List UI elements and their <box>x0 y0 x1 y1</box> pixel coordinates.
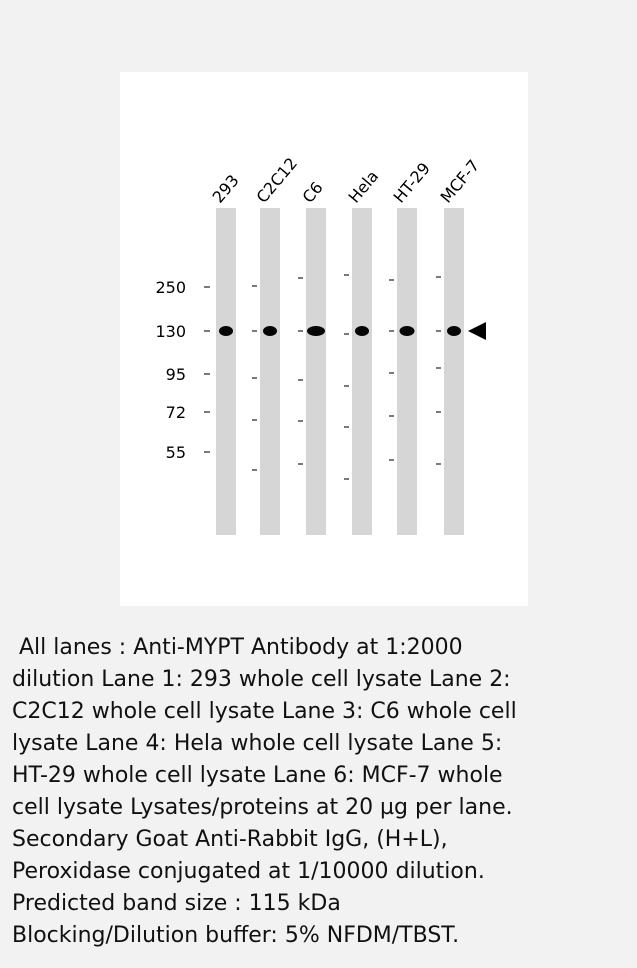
marker-label: 72 <box>166 403 186 422</box>
caption-line: Peroxidase conjugated at 1/10000 dilutio… <box>12 856 517 888</box>
caption-line: HT-29 whole cell lysate Lane 6: MCF-7 wh… <box>12 760 517 792</box>
marker-label: 250 <box>155 278 186 297</box>
caption-line: C2C12 whole cell lysate Lane 3: C6 whole… <box>12 696 517 728</box>
band <box>447 326 461 336</box>
lane <box>260 208 280 535</box>
caption-line: cell lysate Lysates/proteins at 20 µg pe… <box>12 792 517 824</box>
caption-line: All lanes : Anti-MYPT Antibody at 1:2000 <box>12 632 517 664</box>
lane <box>216 208 236 535</box>
marker-label: 130 <box>155 322 186 341</box>
lane <box>352 208 372 535</box>
band <box>263 326 277 336</box>
caption-line: lysate Lane 4: Hela whole cell lysate La… <box>12 728 517 760</box>
lane <box>444 208 464 535</box>
caption-line: Blocking/Dilution buffer: 5% NFDM/TBST. <box>12 920 517 952</box>
band <box>307 326 325 336</box>
caption: All lanes : Anti-MYPT Antibody at 1:2000… <box>12 632 517 952</box>
caption-line: Secondary Goat Anti-Rabbit IgG, (H+L), <box>12 824 517 856</box>
lane <box>397 208 417 535</box>
caption-line: Predicted band size : 115 kDa <box>12 888 517 920</box>
band <box>219 326 233 336</box>
page: 293C2C12C6HelaHT-29MCF-7250130957255 All… <box>0 0 637 968</box>
marker-label: 95 <box>166 365 186 384</box>
caption-line: dilution Lane 1: 293 whole cell lysate L… <box>12 664 517 696</box>
lane <box>306 208 326 535</box>
marker-label: 55 <box>166 443 186 462</box>
band <box>400 326 415 336</box>
band <box>355 326 369 336</box>
